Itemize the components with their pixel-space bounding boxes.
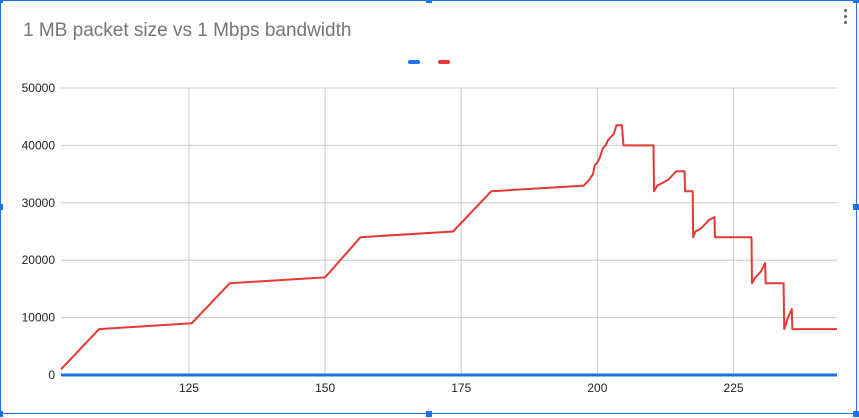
resize-handle-top-left[interactable] — [0, 0, 3, 3]
resize-handle-middle-left[interactable] — [0, 204, 3, 210]
resize-handle-top-right[interactable] — [853, 0, 859, 3]
resize-handle-bottom-left[interactable] — [0, 411, 3, 417]
y-tick-label: 40000 — [22, 138, 56, 152]
resize-handle-bottom-right[interactable] — [853, 411, 859, 417]
x-tick-label: 225 — [724, 381, 744, 395]
resize-handle-bottom-middle[interactable] — [426, 411, 432, 417]
x-tick-label: 175 — [451, 381, 471, 395]
resize-handle-middle-right[interactable] — [853, 204, 859, 210]
y-tick-label: 10000 — [22, 311, 56, 325]
y-tick-label: 0 — [48, 368, 55, 382]
y-tick-label: 30000 — [22, 196, 56, 210]
y-tick-label: 50000 — [22, 81, 56, 95]
y-tick-label: 20000 — [22, 253, 56, 267]
x-tick-label: 150 — [315, 381, 335, 395]
chart-title: 1 MB packet size vs 1 Mbps bandwidth — [23, 20, 352, 41]
x-tick-label: 200 — [587, 381, 607, 395]
more-vert-icon[interactable] — [840, 9, 850, 31]
legend-swatch-series-1 — [408, 60, 420, 64]
series-line-2 — [60, 124, 837, 370]
x-tick-label: 125 — [179, 381, 199, 395]
legend-swatch-series-2 — [438, 60, 450, 64]
resize-handle-top-middle[interactable] — [426, 0, 432, 3]
